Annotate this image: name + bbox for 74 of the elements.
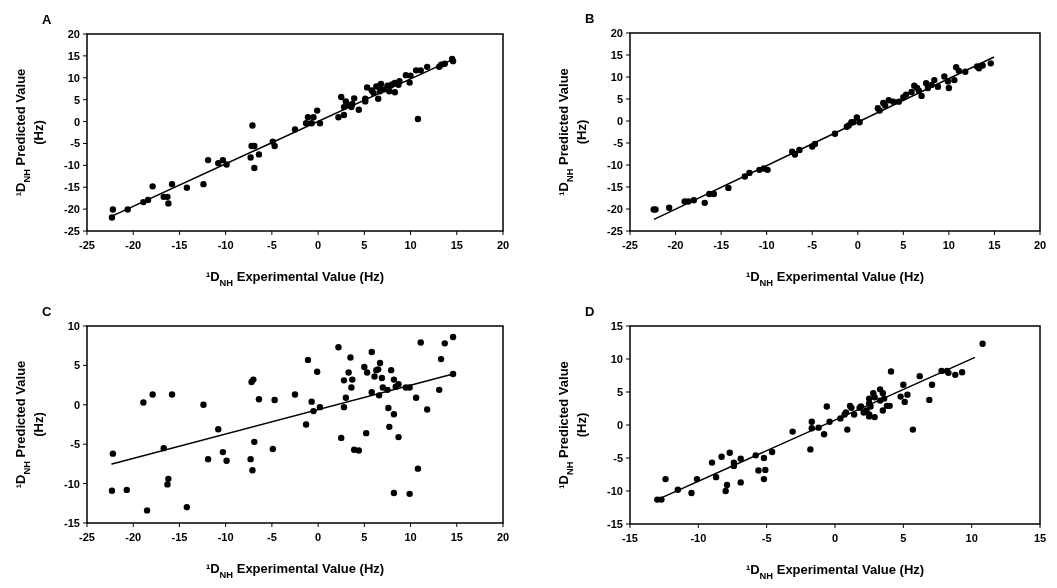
- y-tick-label: -10: [64, 159, 80, 172]
- x-tick-label: -5: [267, 239, 277, 251]
- y-tick-label: 15: [610, 320, 623, 332]
- x-tick-label: 15: [450, 239, 463, 251]
- y-tick-label: 15: [610, 49, 623, 61]
- y-tick-label: -15: [607, 181, 623, 193]
- x-axis-title: ¹D$_{NH}$ Experimental Value (Hz): [205, 269, 385, 288]
- x-tick-label: -20: [125, 239, 142, 251]
- x-tick-label: 15: [1033, 532, 1047, 544]
- x-axis-title: ¹D$_{NH}$ Experimental Value (Hz): [745, 269, 925, 288]
- x-tick-label: -10: [758, 239, 775, 251]
- y-tick-label: -5: [70, 438, 80, 451]
- x-axis-title: ¹D$_{NH}$ Experimental Value (Hz): [205, 561, 385, 580]
- y-tick-label: -10: [607, 485, 623, 497]
- y-tick-label: -25: [64, 225, 80, 237]
- y-tick-label: 20: [610, 27, 623, 39]
- y-tick-label: -25: [607, 225, 623, 237]
- y-tick-label: -10: [607, 159, 623, 171]
- x-tick-label: -5: [807, 239, 818, 251]
- y-tick-label: -15: [64, 181, 80, 194]
- y-tick-label: 5: [73, 359, 80, 372]
- x-tick-label: -15: [171, 239, 188, 251]
- chart-title: D: [585, 304, 595, 319]
- x-tick-label: -5: [761, 532, 772, 544]
- x-tick-label: 0: [854, 239, 861, 251]
- chart-title: A: [42, 12, 52, 27]
- y-tick-label: 10: [67, 71, 80, 84]
- y-tick-label: -10: [64, 477, 80, 490]
- x-tick-label: 5: [900, 532, 907, 544]
- x-tick-label: 20: [1033, 239, 1047, 251]
- x-tick-label: -15: [713, 239, 730, 251]
- x-tick-label: 5: [361, 239, 368, 251]
- x-tick-label: -5: [267, 531, 277, 543]
- y-tick-label: 0: [73, 115, 80, 128]
- x-tick-label: 10: [404, 239, 417, 251]
- y-tick-label: 0: [73, 398, 80, 411]
- y-tick-label: -15: [64, 517, 80, 529]
- x-tick-label: 5: [900, 239, 907, 251]
- x-tick-label: 5: [361, 531, 368, 543]
- y-tick-label: 5: [616, 93, 623, 105]
- x-axis-title: ¹D$_{NH}$ Experimental Value (Hz): [745, 562, 925, 581]
- y-tick-label: 5: [616, 386, 623, 398]
- y-tick-label: 10: [67, 320, 80, 332]
- x-tick-label: -10: [217, 239, 234, 251]
- x-tick-label: 10: [942, 239, 956, 251]
- y-tick-label: -20: [64, 203, 80, 216]
- x-tick-label: 20: [496, 239, 510, 251]
- y-tick-label: -5: [613, 452, 623, 464]
- chart-title: B: [585, 11, 595, 26]
- y-tick-label: -5: [613, 137, 623, 149]
- x-tick-label: 10: [965, 532, 978, 544]
- x-tick-label: -10: [690, 532, 707, 544]
- y-tick-label: 20: [67, 28, 80, 40]
- x-tick-label: -20: [125, 531, 142, 543]
- x-tick-label: -20: [667, 239, 684, 251]
- y-tick-label: 0: [616, 115, 623, 127]
- x-tick-label: -15: [171, 531, 188, 543]
- chart-title: C: [42, 304, 52, 319]
- y-tick-label: -15: [607, 518, 623, 530]
- y-tick-label: 10: [610, 353, 623, 365]
- y-tick-label: 10: [610, 71, 623, 83]
- x-tick-label: 0: [315, 239, 322, 251]
- x-tick-label: 15: [988, 239, 1001, 251]
- y-tick-label: 15: [67, 49, 80, 62]
- x-tick-label: 10: [404, 531, 417, 543]
- y-tick-label: 5: [73, 93, 80, 106]
- y-tick-label: 0: [616, 419, 623, 431]
- x-tick-label: 0: [831, 532, 839, 544]
- x-tick-label: -10: [217, 531, 234, 543]
- x-tick-label: 20: [496, 531, 510, 543]
- y-tick-label: -5: [70, 137, 80, 150]
- y-tick-label: -20: [607, 203, 623, 215]
- x-tick-label: 0: [315, 531, 322, 543]
- x-tick-label: 15: [450, 531, 463, 543]
